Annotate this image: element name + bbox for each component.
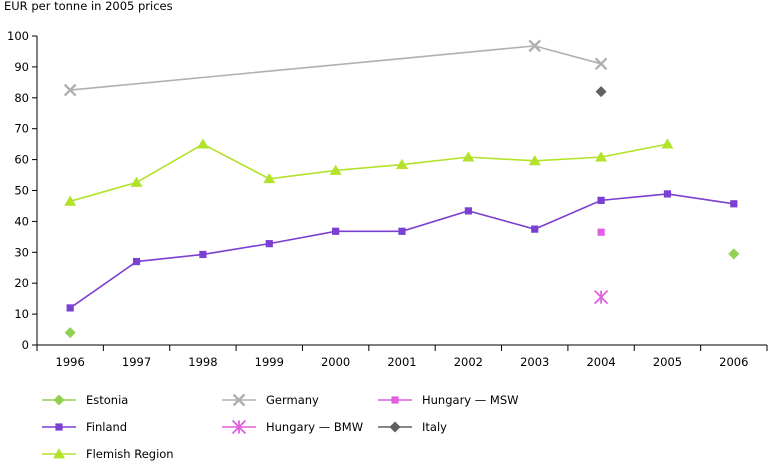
legend-marker [53,394,65,406]
legend-marker [231,419,247,435]
data-point-flemish-region [130,176,143,187]
legend-label: Hungary — MSW [422,393,519,407]
x-tick-label: 2000 [321,355,350,369]
y-tick-label: 10 [14,307,29,321]
data-point-germany [594,57,608,71]
legend-marker [391,396,399,404]
legend-marker [55,423,63,431]
x-tick-label: 2004 [586,355,615,369]
x-tick-label: 1999 [255,355,284,369]
legend-item-finland: Finland [42,420,127,434]
series-line-germany [70,45,602,91]
data-point-italy [595,86,607,98]
legend: Estonia Germany Hungary — MSW Finland Hungar… [42,393,519,461]
legend-label: Hungary — BMW [266,420,363,434]
legend-item-germany: Germany [222,393,319,407]
data-point-estonia [728,248,740,260]
data-point-flemish-region [263,172,276,184]
x-tick-label: 1998 [188,355,217,369]
data-point-flemish-region [64,195,77,206]
y-tick-label: 90 [14,60,29,74]
x-tick-label: 1996 [56,355,85,369]
series-line-flemish-region [69,143,668,203]
legend-item-hungary-msw: Hungary — MSW [378,393,519,407]
data-point-germany [63,83,77,97]
x-tick-label: 2005 [653,355,682,369]
data-point-flemish-region [462,151,475,162]
data-point-finland [597,196,605,204]
y-tick-label: 50 [14,184,29,198]
data-point-finland [199,250,207,259]
y-tick-label: 80 [14,91,29,105]
data-point-flemish-region [329,164,342,175]
axes: 0 10 20 30 40 50 60 70 80 90 100 1996 1997 1998 1999 20… [7,29,768,369]
data-point-finland [332,227,340,235]
data-point-finland [265,240,273,248]
series-italy [595,86,607,98]
legend-marker [53,448,65,459]
data-point-flemish-region [661,138,674,149]
data-point-hungary-bmw [593,289,609,305]
data-point-finland [531,225,539,233]
x-tick-label: 2003 [520,355,549,369]
x-tick-label: 1997 [122,355,151,369]
data-point-finland [66,304,74,312]
legend-item-italy: Italy [378,420,447,434]
series-germany [63,39,608,97]
x-tick-label: 2001 [387,355,416,369]
series-line-finland [69,193,734,309]
series-hungary-msw [597,228,605,236]
data-point-flemish-region [595,151,608,162]
data-point-finland [398,227,406,235]
series-layer [63,39,740,339]
legend-item-hungary-bmw: Hungary — BMW [222,419,363,435]
data-point-estonia [64,327,76,339]
data-point-finland [730,200,738,208]
legend-label: Germany [266,393,319,407]
x-tick-label: 2002 [454,355,483,369]
data-point-flemish-region [528,155,541,166]
y-axis-label: EUR per tonne in 2005 prices [4,0,173,13]
data-point-germany [528,39,542,53]
y-tick-label: 100 [7,29,29,43]
x-tick-label: 2006 [719,355,748,369]
y-tick-label: 70 [14,122,29,136]
y-tick-label: 30 [14,245,29,259]
series-finland [66,190,738,312]
legend-label: Flemish Region [86,447,174,461]
y-tick-label: 40 [14,214,29,228]
data-point-hungary-msw [597,228,605,236]
legend-item-estonia: Estonia [42,393,128,407]
legend-marker [232,393,246,407]
data-point-finland [663,190,672,198]
data-point-finland [464,207,472,215]
data-point-flemish-region [396,158,408,169]
y-tick-label: 20 [14,276,29,290]
series-estonia [64,248,740,339]
legend-label: Finland [86,420,127,434]
series-hungary-bmw [593,289,609,305]
series-flemish-region [64,138,674,206]
legend-label: Estonia [86,393,128,407]
legend-label: Italy [422,420,447,434]
data-point-finland [132,257,141,266]
y-tick-label: 0 [22,338,29,352]
data-point-flemish-region [196,138,209,149]
legend-item-flemish-region: Flemish Region [42,447,174,461]
y-tick-label: 60 [14,153,29,167]
legend-marker [389,421,401,433]
